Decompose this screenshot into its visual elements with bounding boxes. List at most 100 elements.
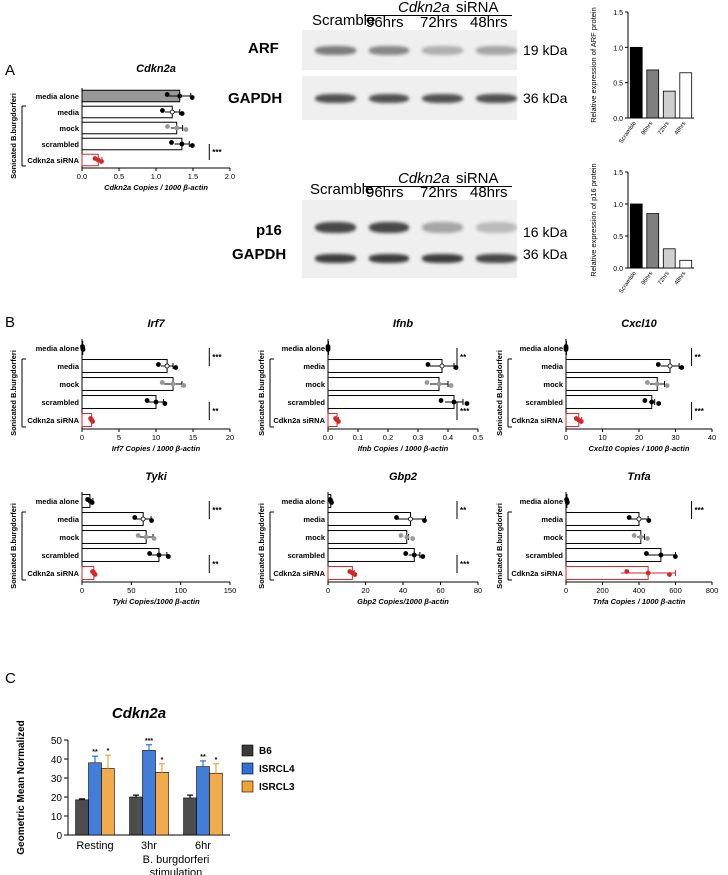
category-label: Cdkn2a siRNA bbox=[27, 156, 79, 165]
y-tick-label: 1.5 bbox=[613, 170, 623, 177]
bar bbox=[81, 377, 174, 391]
data-point bbox=[156, 362, 161, 367]
bar bbox=[629, 203, 643, 269]
x-tick-label: 10 bbox=[598, 433, 606, 442]
data-point bbox=[90, 419, 96, 424]
bar bbox=[646, 213, 660, 269]
data-point bbox=[160, 108, 165, 113]
blot-lane-label: 48hrs bbox=[470, 184, 508, 201]
x-tick-label: 40 bbox=[399, 586, 407, 595]
data-point bbox=[147, 551, 153, 556]
data-point bbox=[179, 141, 185, 147]
blot-band bbox=[476, 221, 517, 234]
x-tick-label: 20 bbox=[226, 433, 234, 442]
x-tick-label: 0 bbox=[564, 586, 568, 595]
bar bbox=[662, 90, 676, 119]
category-label: scrambled bbox=[525, 551, 563, 560]
data-point bbox=[631, 533, 637, 538]
panel-letter-b: B bbox=[5, 314, 16, 331]
blot-protein-label: GAPDH bbox=[228, 90, 283, 107]
y-axis-label: Relative expression of ARF protein bbox=[589, 7, 598, 122]
bar bbox=[327, 530, 408, 544]
blot-header-gene: Cdkn2a bbox=[398, 170, 450, 187]
blot-band bbox=[422, 221, 464, 234]
chart-title: Cdkn2a bbox=[112, 705, 166, 722]
x-tick-label: 48hrs bbox=[674, 121, 688, 137]
bar bbox=[327, 395, 455, 409]
bar bbox=[565, 530, 642, 544]
data-point bbox=[404, 534, 410, 540]
x-tick-label: 30 bbox=[671, 433, 679, 442]
blot-strip-gapdh bbox=[302, 238, 517, 278]
x-tick-label: 3hr bbox=[141, 840, 157, 852]
data-point bbox=[636, 516, 642, 522]
significance-label: ** bbox=[200, 754, 206, 761]
blot-lane-label: 72hrs bbox=[420, 14, 458, 31]
data-point bbox=[626, 515, 632, 520]
category-label: scrambled bbox=[41, 398, 79, 407]
x-tick-label: 50 bbox=[127, 586, 135, 595]
y-tick-label: 40 bbox=[51, 755, 63, 766]
x-tick-label: 0.5 bbox=[114, 172, 124, 181]
x-tick-label: 2.0 bbox=[225, 172, 235, 181]
x-tick-label: 1.0 bbox=[151, 172, 161, 181]
data-point bbox=[448, 383, 454, 388]
data-point bbox=[564, 500, 570, 505]
x-axis-label: Tyki Copies/1000 β-actin bbox=[112, 597, 200, 606]
blot-band bbox=[314, 93, 356, 104]
blot-header-underline bbox=[364, 186, 512, 187]
blot-protein-label: p16 bbox=[256, 222, 282, 239]
chart-ifnb: Ifnb 0.0 0.1 0.2 0.3 0.4 0.5 Ifnb Copies / 1000… bbox=[257, 318, 483, 453]
data-point bbox=[132, 515, 138, 520]
data-point bbox=[181, 383, 187, 388]
blot-protein-label: ARF bbox=[248, 40, 279, 57]
x-tick-label: 0.0 bbox=[77, 172, 87, 181]
data-point bbox=[411, 552, 417, 558]
category-label: scrambled bbox=[287, 398, 325, 407]
legend-swatch bbox=[241, 780, 254, 793]
data-point bbox=[638, 534, 644, 540]
data-point bbox=[624, 569, 630, 574]
significance-label: ** bbox=[460, 353, 467, 362]
data-point bbox=[149, 518, 154, 523]
data-point bbox=[99, 159, 104, 164]
x-tick-label: 0 bbox=[80, 433, 84, 442]
blot-kda-label: 36 kDa bbox=[523, 246, 568, 262]
chart-title: Cdkn2a bbox=[136, 63, 176, 75]
y-tick-label: 0.0 bbox=[613, 116, 623, 123]
x-tick-label: 80 bbox=[474, 586, 482, 595]
group-label: Sonicated B.burgdorferi bbox=[495, 503, 504, 589]
bar bbox=[75, 799, 89, 836]
x-tick-label: 0.3 bbox=[413, 433, 423, 442]
data-point bbox=[451, 399, 457, 405]
data-point bbox=[135, 533, 141, 538]
chart-tyki: Tyki 0 50 100 150 Tyki Copies/1000 β-actin med… bbox=[9, 471, 237, 606]
x-tick-label: Scramble bbox=[618, 270, 638, 295]
x-tick-label: 10 bbox=[152, 433, 160, 442]
bar bbox=[155, 772, 169, 836]
blot-lane-label: Scramble bbox=[312, 12, 376, 29]
y-axis-label: Geometric Mean Normalized bbox=[16, 720, 27, 854]
blot-band bbox=[422, 254, 464, 263]
significance-label: * bbox=[161, 757, 164, 764]
data-point bbox=[352, 572, 358, 577]
data-point bbox=[164, 92, 170, 97]
data-point bbox=[646, 518, 652, 523]
blot-band bbox=[368, 93, 410, 104]
x-tick-label: 96hrs bbox=[641, 121, 655, 137]
data-point bbox=[679, 365, 685, 370]
x-axis-label: Irf7 Copies / 1000 β-actin bbox=[112, 444, 201, 453]
category-label: Cdkn2a siRNA bbox=[27, 416, 79, 425]
x-tick-label: 96hrs bbox=[641, 271, 655, 287]
chart-cxcl10: Cxcl10 0 10 20 30 40 Cxcl10 Copies / 1000 β-ac… bbox=[495, 318, 716, 453]
x-tick-label: 600 bbox=[669, 586, 682, 595]
x-tick-label: 150 bbox=[224, 586, 237, 595]
data-point bbox=[664, 383, 670, 388]
category-label: mock bbox=[543, 380, 563, 389]
data-point bbox=[165, 124, 170, 129]
y-tick-label: 50 bbox=[51, 736, 63, 747]
data-point bbox=[173, 365, 179, 370]
data-point bbox=[644, 380, 650, 385]
y-tick-label: 0.0 bbox=[613, 266, 623, 273]
x-tick-label: 400 bbox=[633, 586, 646, 595]
